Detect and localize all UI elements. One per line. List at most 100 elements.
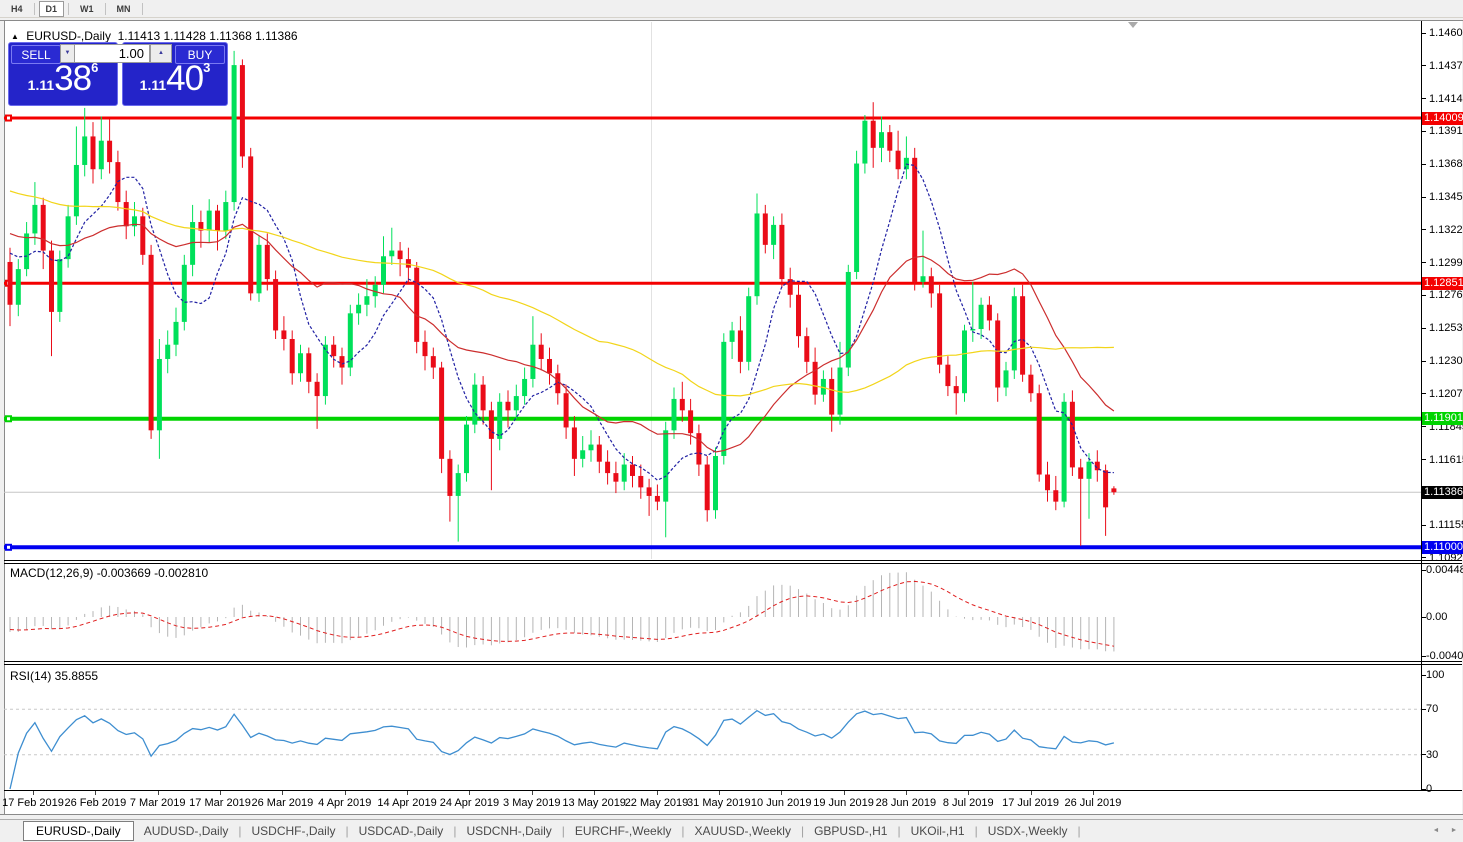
tab-audusd-daily[interactable]: AUDUSD-,Daily: [143, 824, 229, 838]
rsi-axis-label: 70: [1426, 703, 1439, 716]
rsi-axis-label: 30: [1426, 748, 1439, 761]
price-tag: 1.11901: [1422, 412, 1463, 426]
price-axis-border: [1421, 21, 1422, 791]
date-tick: [531, 791, 533, 795]
tab-gbpusd-h1[interactable]: GBPUSD-,H1: [814, 824, 888, 838]
date-label: 17 Feb 2019: [2, 797, 64, 809]
date-label: 26 Jul 2019: [1064, 797, 1122, 809]
buy-price-sup: 3: [203, 60, 211, 75]
axis-tick: [1422, 557, 1426, 559]
rsi-axis-label: 100: [1426, 669, 1445, 681]
axis-tick: [1422, 393, 1426, 395]
date-label: 13 May 2019: [562, 797, 626, 809]
timeframe-h4-button[interactable]: H4: [11, 3, 23, 14]
date-tick: [33, 791, 34, 795]
sell-price-big: 38: [54, 59, 92, 98]
axis-tick: [1422, 788, 1426, 790]
sell-panel[interactable]: SELL 1.11386: [8, 42, 118, 106]
date-label: 4 Apr 2019: [318, 797, 372, 809]
tab-usdcnh-daily[interactable]: USDCNH-,Daily: [466, 824, 552, 838]
tab-xauusd-weekly[interactable]: XAUUSD-,Weekly: [694, 824, 791, 838]
price-axis-label: 1.12535: [1429, 322, 1463, 335]
tab-usdx-weekly[interactable]: USDX-,Weekly: [987, 824, 1068, 838]
tab-separator: |: [800, 824, 805, 838]
rsi-label: RSI(14) 35.8855: [10, 669, 99, 683]
axis-tick: [1422, 229, 1426, 231]
price-axis-label: 1.11155: [1429, 519, 1463, 532]
date-label: 22 May 2019: [624, 797, 689, 809]
symbol-triangle-icon: ▲: [11, 32, 19, 41]
pane-separator[interactable]: [4, 661, 1462, 662]
date-tick: [1030, 791, 1032, 795]
pane-separator[interactable]: [4, 560, 1462, 561]
macd-axis-label: 0.00: [1426, 611, 1448, 623]
sell-price-sup: 6: [91, 60, 99, 75]
buy-price-prefix: 1.11: [139, 77, 167, 93]
one-click-trading-widget: SELL 1.11386 BUY 1.11403 ▼ ▲: [8, 42, 228, 106]
date-label: 28 Jun 2019: [875, 797, 937, 809]
axis-tick: [1422, 524, 1426, 526]
timeframe-d1-button[interactable]: D1: [38, 0, 65, 17]
date-tick: [469, 791, 471, 795]
tab-eurusd-daily[interactable]: EURUSD-,Daily: [23, 821, 134, 841]
date-label: 19 Jun 2019: [813, 797, 874, 809]
timeframe-w1-button[interactable]: W1: [80, 3, 94, 14]
buy-button[interactable]: BUY: [175, 45, 225, 64]
tabs-scroll-left-icon[interactable]: ◄: [1432, 827, 1440, 834]
toolbar-separator: [141, 2, 143, 15]
buy-price-big: 40: [166, 59, 204, 98]
axis-tick: [1422, 674, 1426, 676]
tab-list: EURUSD-,Daily AUDUSD-,Daily | USDCHF-,Daily…: [0, 821, 1081, 841]
date-tick: [594, 791, 596, 795]
price-axis-label: 1.14375: [1429, 59, 1463, 72]
date-tick: [407, 791, 409, 795]
axis-tick: [1422, 98, 1426, 100]
volume-increase-button[interactable]: ▲: [150, 44, 172, 63]
tab-separator: |: [681, 824, 685, 838]
price-axis-label: 1.11615: [1429, 453, 1463, 466]
chart-title: ▲ EURUSD-,Daily 1.11413 1.11428 1.11368 …: [11, 29, 298, 43]
date-label: 7 Mar 2019: [129, 797, 186, 809]
tab-eurchf-weekly[interactable]: EURCHF-,Weekly: [574, 824, 672, 838]
tab-separator: |: [974, 824, 978, 838]
tabs-scroll-right-icon[interactable]: ►: [1450, 827, 1458, 834]
chart-symbol: EURUSD-,Daily: [26, 29, 111, 43]
chart-shift-marker-icon: [1128, 22, 1138, 28]
date-label: 24 Apr 2019: [439, 797, 500, 809]
axis-tick: [1422, 294, 1426, 296]
date-label: 17 Jul 2019: [1002, 797, 1060, 809]
macd-axis-label: 0.004482: [1426, 564, 1463, 576]
chart-ohlc-values: 1.11413 1.11428 1.11368 1.11386: [117, 29, 298, 43]
price-axis-label: 1.12765: [1429, 289, 1463, 302]
date-label: 31 May 2019: [687, 797, 751, 809]
tab-separator: |: [453, 824, 457, 838]
price-axis-label: 1.14605: [1429, 27, 1463, 39]
axis-tick: [1422, 754, 1426, 756]
timeframe-mn-button[interactable]: MN: [116, 3, 131, 14]
axis-tick: [1422, 196, 1426, 198]
date-tick: [344, 791, 346, 795]
price-tag: 1.11386: [1422, 485, 1463, 499]
tab-ukoil-h1[interactable]: UKOil-,H1: [910, 824, 965, 838]
axis-tick: [1422, 130, 1426, 132]
tab-separator: |: [345, 824, 349, 838]
macd-label: MACD(12,26,9) -0.003669 -0.002810: [10, 566, 209, 580]
tab-usdcad-daily[interactable]: USDCAD-,Daily: [358, 824, 444, 838]
axis-tick: [1422, 65, 1426, 67]
macd-axis-label: -0.004057: [1426, 650, 1463, 662]
volume-decrease-button[interactable]: ▼: [60, 44, 75, 63]
axis-tick: [1422, 459, 1426, 461]
pane-separator: [4, 664, 1462, 665]
tab-usdchf-daily[interactable]: USDCHF-,Daily: [251, 824, 336, 838]
price-tag: 1.11000: [1422, 540, 1463, 554]
date-tick: [718, 791, 720, 795]
date-label: 10 Jun 2019: [750, 797, 812, 809]
price-axis-label: 1.13455: [1429, 191, 1463, 204]
volume-input[interactable]: [74, 44, 150, 63]
tab-separator: |: [561, 824, 565, 838]
date-tick: [1092, 791, 1094, 795]
price-axis-label: 1.13685: [1429, 158, 1463, 171]
price-axis-label: 1.14145: [1429, 92, 1463, 105]
